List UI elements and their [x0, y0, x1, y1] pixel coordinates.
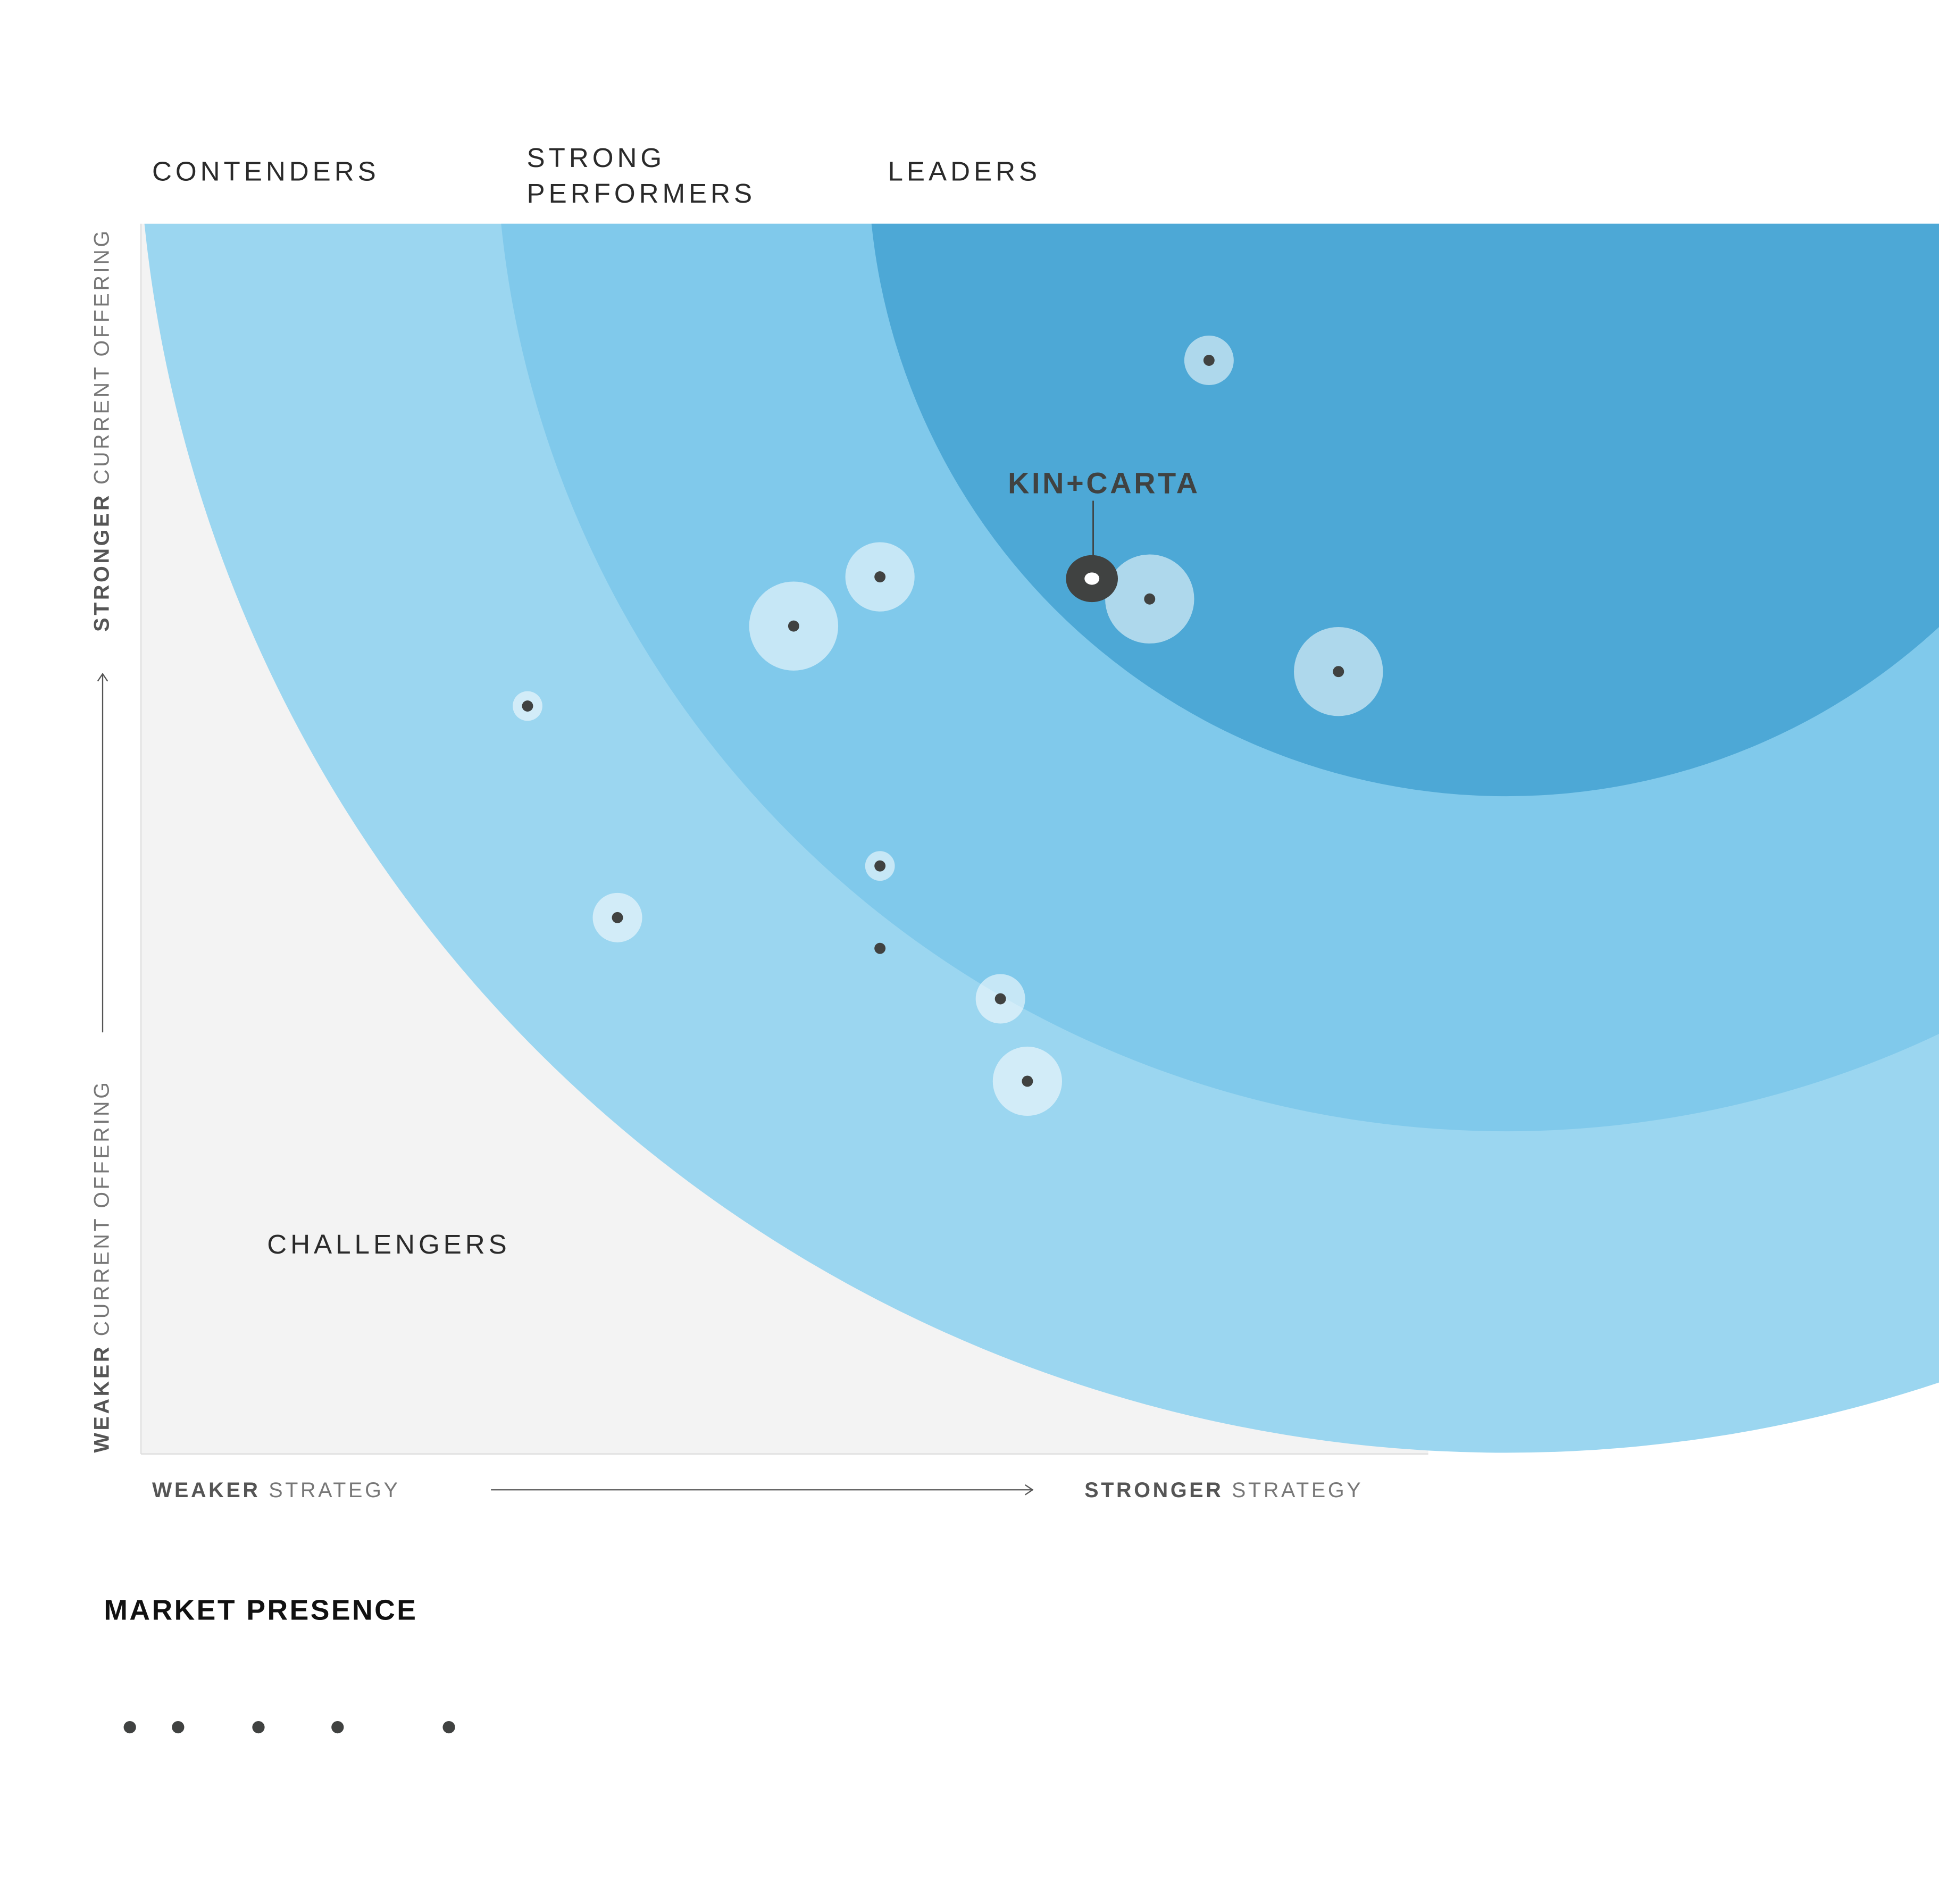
label-challengers: CHALLENGERS: [267, 1229, 511, 1259]
vendor-point: [592, 892, 642, 942]
y-axis-strong-label: STRONGER CURRENT OFFERING: [90, 228, 114, 632]
vendor-dot: [1203, 355, 1215, 366]
vendor-point: [845, 542, 915, 612]
vendor-dot: [874, 571, 886, 583]
highlight-inner: [1084, 572, 1100, 585]
vendor-point: [1184, 336, 1234, 386]
vendor-dot: [874, 942, 886, 954]
label-strong-performers-1: STRONG: [527, 143, 666, 173]
points: [513, 336, 1383, 1116]
vendor-point: [1294, 627, 1383, 716]
legend: [123, 1721, 455, 1734]
legend-title: MARKET PRESENCE: [104, 1594, 417, 1626]
x-axis-arrow: [491, 1484, 1034, 1496]
legend-dot-0: [123, 1721, 136, 1734]
vendor-dot: [874, 860, 886, 872]
vendor-point: [992, 1046, 1062, 1116]
vendor-point: [749, 581, 839, 671]
vendor-dot: [1333, 666, 1344, 678]
legend-dot-4: [442, 1721, 455, 1734]
y-axis-arrow: [97, 672, 108, 1033]
legend-dot-2: [252, 1721, 265, 1734]
label-leaders: LEADERS: [888, 156, 1041, 186]
legend-dot-3: [331, 1721, 344, 1734]
vendor-dot: [994, 993, 1006, 1005]
vendor-point: [513, 691, 542, 721]
vendor-dot: [1144, 593, 1156, 605]
highlight-marker: KIN+CARTA: [1008, 466, 1200, 603]
label-contenders: CONTENDERS: [152, 156, 380, 186]
ring-leaders: [872, 223, 1939, 796]
rings: [145, 223, 1939, 1452]
label-strong-performers-2: PERFORMERS: [527, 178, 756, 208]
y-axis-weak-label: WEAKER CURRENT OFFERING: [90, 1080, 114, 1452]
vendor-point: [975, 974, 1025, 1024]
highlight-label: KIN+CARTA: [1008, 466, 1200, 500]
vendor-point: [1105, 554, 1194, 644]
vendor-dot: [1022, 1075, 1033, 1087]
x-axis-strong-label: STRONGER STRATEGY: [1084, 1479, 1363, 1502]
legend-dot-1: [172, 1721, 185, 1734]
vendor-dot: [612, 912, 623, 923]
vendor-dot: [788, 620, 799, 632]
vendor-point: [874, 942, 886, 954]
vendor-dot: [522, 700, 533, 712]
x-axis-weak-label: WEAKER STRATEGY: [152, 1479, 400, 1502]
vendor-point: [865, 851, 895, 881]
